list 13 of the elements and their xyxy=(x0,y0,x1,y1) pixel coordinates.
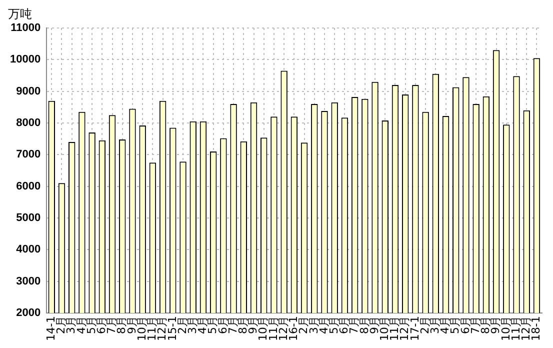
y-axis-title: 万吨 xyxy=(8,6,32,23)
y-tick-label: 8000 xyxy=(16,117,41,130)
y-tick-label: 2000 xyxy=(16,307,41,320)
y-tick-label: 11000 xyxy=(10,22,41,34)
x-tick-label: 18-1 xyxy=(530,316,543,341)
y-tick-label: 7000 xyxy=(16,148,41,161)
y-tick-label: 3000 xyxy=(16,275,41,288)
y-tick-label: 10000 xyxy=(10,54,41,66)
y-tick-label: 5000 xyxy=(16,212,41,224)
x-tick-label: 14-1 xyxy=(44,316,58,341)
y-tick-label: 4000 xyxy=(16,244,41,256)
y-tick-label: 9000 xyxy=(16,85,41,98)
y-tick-label: 6000 xyxy=(16,180,41,192)
